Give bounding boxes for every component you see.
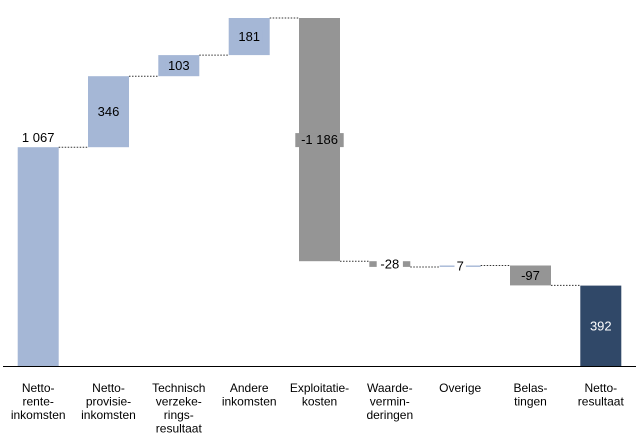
value-label: -28 (380, 257, 399, 272)
value-label: 181 (238, 29, 260, 44)
value-label: -97 (521, 268, 540, 283)
value-label: 346 (98, 104, 120, 119)
category-label: Waarde-vermin-deringen (366, 381, 413, 422)
value-label: 392 (590, 318, 612, 333)
category-label: Netto-rente-inkomsten (11, 381, 66, 422)
value-label-background (376, 257, 403, 272)
value-label-background (454, 259, 466, 274)
category-label: Netto-provisie-inkomsten (81, 381, 136, 422)
value-label: 1 067 (22, 130, 55, 145)
value-label-background (517, 269, 544, 283)
category-label: Technisch verzeke-rings-resultaat (152, 381, 205, 436)
category-label: Exploitatie-kosten (290, 381, 349, 409)
value-label-background (295, 133, 344, 148)
category-label: Overige (439, 381, 481, 395)
category-label: Netto-resultaat (578, 381, 625, 409)
bar-9 (580, 285, 622, 366)
value-label: -1 186 (301, 132, 338, 147)
bar-1 (17, 147, 59, 366)
value-label-background (236, 30, 263, 45)
value-label-background (95, 105, 122, 120)
value-label-background (165, 59, 192, 74)
category-label: Belas-tingen (513, 381, 547, 409)
category-label: Andere inkomsten (222, 381, 277, 409)
value-label: 103 (168, 58, 190, 73)
value-label: 7 (457, 259, 464, 274)
